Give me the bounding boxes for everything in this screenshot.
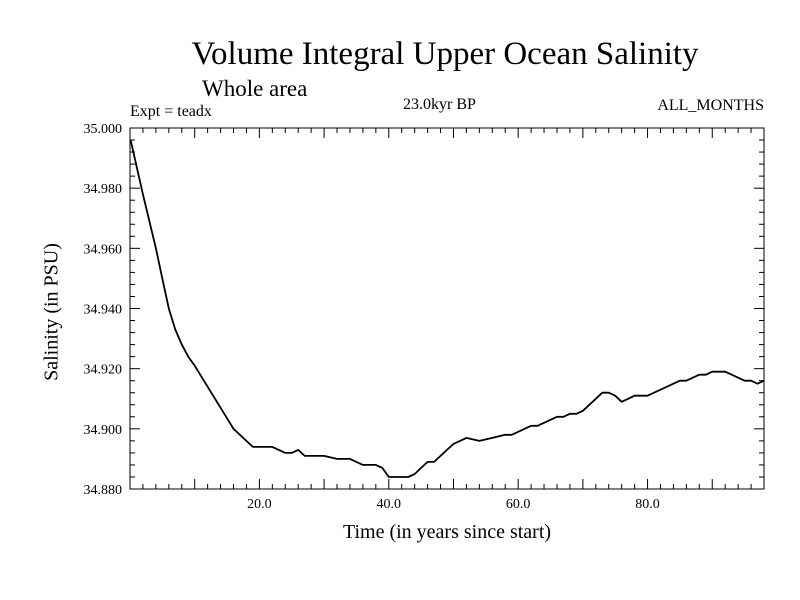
x-tick-label: 20.0: [247, 497, 272, 512]
y-tick-label: 34.880: [84, 483, 123, 498]
y-tick-label: 35.000: [84, 122, 123, 137]
experiment-label: Expt = teadx: [130, 103, 212, 120]
y-tick-label: 34.960: [84, 242, 123, 257]
tick-label-layer: 20.0 40.0 60.0 80.0 34.880 34.900 34.920 34.940…: [84, 122, 660, 512]
chart-subtitle: Whole area: [202, 76, 308, 101]
salinity-line: [129, 139, 765, 478]
y-tick-label: 34.900: [84, 423, 123, 438]
x-tick-label: 80.0: [635, 497, 660, 512]
period-label: 23.0kyr BP: [403, 96, 476, 113]
plot-frame: [129, 127, 765, 490]
x-tick-label: 40.0: [377, 497, 402, 512]
chart-title: Volume Integral Upper Ocean Salinity: [191, 36, 699, 72]
months-label: ALL_MONTHS: [657, 97, 764, 114]
y-tick-label: 34.980: [84, 182, 123, 197]
y-tick-label: 34.920: [84, 363, 123, 378]
tick-layer: [130, 128, 764, 489]
x-tick-label: 60.0: [506, 497, 531, 512]
y-tick-label: 34.940: [84, 303, 123, 318]
x-axis-label: Time (in years since start): [342, 521, 552, 543]
